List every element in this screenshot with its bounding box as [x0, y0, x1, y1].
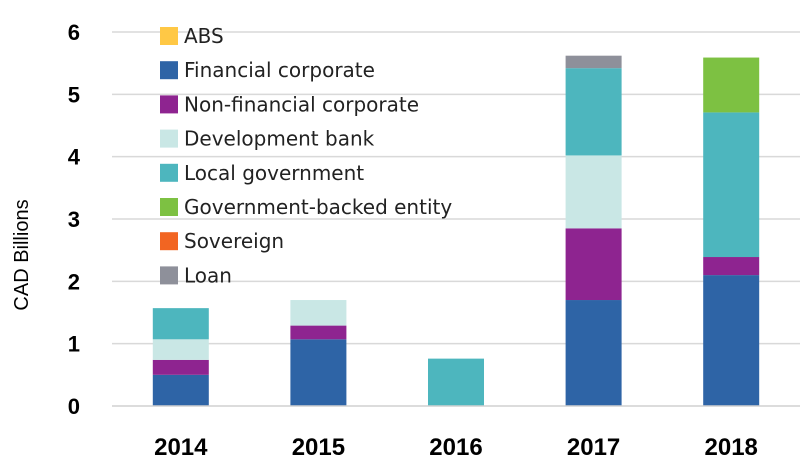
bar-segment — [565, 155, 622, 229]
bar-segment — [565, 55, 622, 69]
legend-swatch — [160, 163, 178, 182]
bar-segment — [428, 358, 484, 406]
bar-segment — [152, 339, 209, 360]
legend-item: Local government — [160, 161, 364, 185]
legend-label: Government-backed entity — [184, 195, 452, 219]
x-tick-label: 2015 — [292, 434, 345, 461]
x-tick-label: 2014 — [154, 434, 208, 461]
x-tick-label: 2016 — [429, 434, 482, 461]
x-tick-label: 2018 — [705, 434, 758, 461]
legend-item: ABS — [160, 24, 224, 48]
legend-item: Sovereign — [160, 229, 284, 253]
bar-segment — [290, 300, 347, 326]
y-tick-label: 0 — [68, 394, 80, 419]
legend-swatch — [160, 232, 178, 251]
y-tick-label: 1 — [68, 332, 80, 357]
legend-swatch — [160, 266, 178, 285]
bars — [152, 55, 760, 406]
legend-item: Government-backed entity — [160, 195, 452, 219]
bar-segment — [290, 325, 347, 340]
bar-segment — [565, 300, 622, 406]
legend-item: Financial corporate — [160, 58, 375, 82]
legend-item: Development bank — [160, 127, 375, 151]
bar-segment — [565, 228, 622, 301]
bar-segment — [152, 308, 209, 340]
y-axis-label: CAD Billions — [11, 199, 33, 310]
x-tick-label: 2017 — [567, 434, 620, 461]
gridlines — [112, 31, 800, 345]
y-axis-ticks: 0 1 2 3 4 5 6 — [68, 20, 81, 419]
legend-swatch — [160, 95, 178, 114]
legend-label: Non-financial corporate — [184, 92, 419, 116]
legend-label: ABS — [184, 24, 224, 48]
bar-segment — [703, 257, 760, 276]
bar-segment — [703, 57, 760, 113]
legend-label: Development bank — [184, 127, 375, 151]
legend-label: Financial corporate — [184, 58, 375, 82]
y-tick-label: 4 — [68, 145, 81, 170]
bar-segment — [290, 339, 347, 406]
legend-label: Local government — [184, 161, 364, 185]
legend-swatch — [160, 129, 178, 148]
y-tick-label: 2 — [68, 269, 80, 294]
legend-swatch — [160, 61, 178, 80]
y-tick-label: 3 — [68, 207, 80, 232]
legend-swatch — [160, 198, 178, 216]
y-tick-label: 6 — [68, 20, 80, 45]
bar-segment — [152, 359, 209, 375]
bar-segment — [152, 374, 209, 406]
legend-item: Loan — [160, 263, 232, 287]
bar-segment — [703, 275, 760, 406]
x-axis-ticks: 2014 2015 2016 2017 2018 — [154, 434, 758, 461]
bar-segment — [703, 112, 760, 258]
legend: ABS Financial corporate Non-financial corp… — [160, 24, 452, 287]
legend-swatch — [160, 27, 178, 45]
legend-label: Loan — [184, 263, 232, 287]
legend-label: Sovereign — [184, 229, 284, 253]
bar-segment — [565, 68, 622, 156]
legend-item: Non-financial corporate — [160, 92, 419, 116]
y-tick-label: 5 — [68, 82, 80, 107]
